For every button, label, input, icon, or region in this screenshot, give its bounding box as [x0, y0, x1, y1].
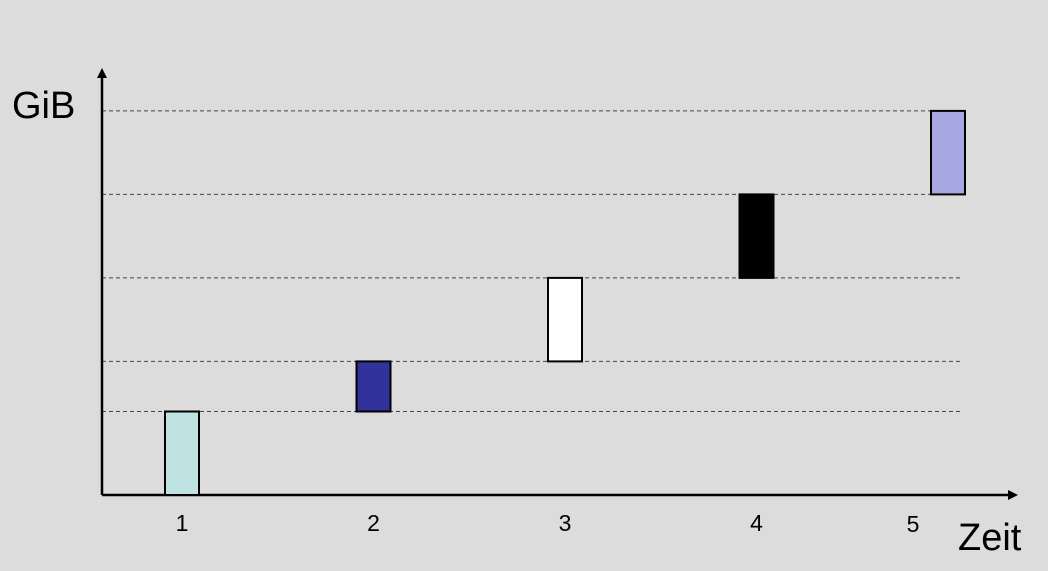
bar: [547, 276, 583, 363]
x-tick-label: 2: [367, 510, 380, 536]
x-tick-label: 5: [907, 511, 920, 537]
x-tick-label: 1: [176, 510, 189, 536]
bar: [164, 410, 200, 496]
bar: [738, 193, 775, 279]
x-tick-label: 4: [750, 510, 763, 536]
x-axis-label: Zeit: [958, 517, 1022, 559]
x-tick-labels: 1 2 3 4 5: [176, 510, 920, 537]
x-tick-label: 3: [559, 510, 572, 536]
x-axis-arrowhead: [1008, 490, 1018, 500]
bars: [164, 109, 966, 496]
y-axis-label: GiB: [12, 85, 75, 127]
bar: [355, 360, 392, 413]
gridlines: [102, 110, 963, 412]
y-axis-arrowhead: [97, 68, 107, 78]
bar: [930, 109, 966, 196]
axes: [97, 68, 1018, 500]
